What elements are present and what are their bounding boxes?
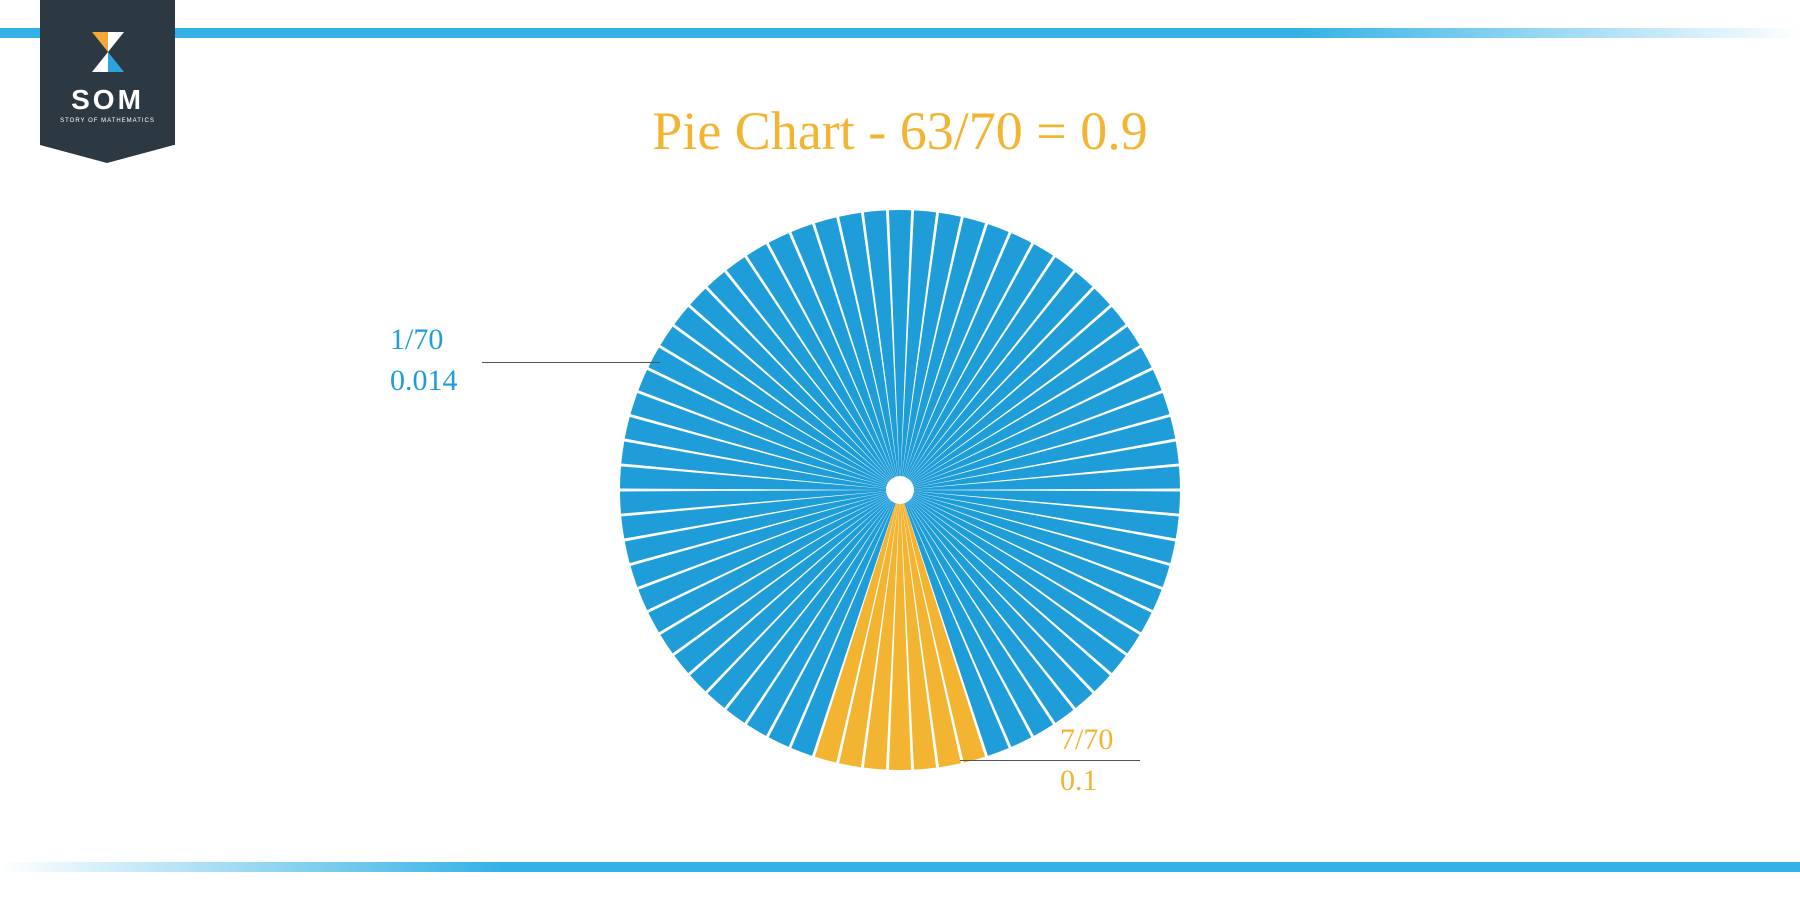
callout-blue-decimal: 0.014 bbox=[390, 361, 458, 402]
brand-tagline: STORY OF MATHEMATICS bbox=[60, 118, 155, 124]
brand-badge: SOM STORY OF MATHEMATICS bbox=[40, 0, 175, 145]
pie-chart bbox=[620, 210, 1180, 770]
callout-blue-fraction: 1/70 bbox=[390, 320, 458, 361]
bottom-accent-bar bbox=[0, 862, 1800, 872]
callout-yellow-leader-line bbox=[960, 760, 1140, 761]
pie-center bbox=[886, 476, 914, 504]
callout-yellow-fraction: 7/70 bbox=[1060, 720, 1113, 761]
callout-blue-slice: 1/70 0.014 bbox=[390, 320, 458, 401]
top-accent-bar bbox=[0, 28, 1800, 38]
brand-name: SOM bbox=[71, 84, 144, 116]
brand-icon bbox=[86, 30, 130, 74]
callout-yellow-decimal: 0.1 bbox=[1060, 761, 1113, 802]
callout-blue-leader-line bbox=[482, 362, 660, 363]
page-title: Pie Chart - 63/70 = 0.9 bbox=[0, 100, 1800, 162]
